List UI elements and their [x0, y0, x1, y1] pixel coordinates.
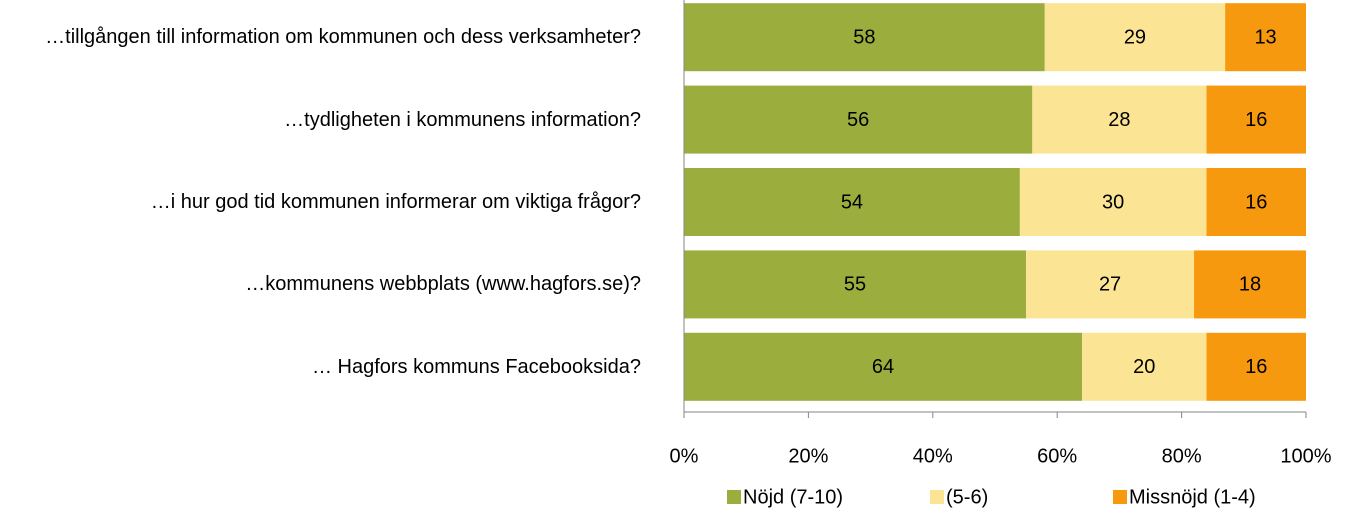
legend-label: Missnöjd (1-4): [1129, 486, 1256, 508]
x-tick-label: 0%: [670, 445, 699, 467]
data-label: 30: [1102, 191, 1124, 213]
bar-segment: [1206, 85, 1306, 154]
data-label: 64: [872, 356, 894, 378]
bar-segment: [1026, 250, 1195, 319]
category-label: …tydligheten i kommunens information?: [284, 108, 641, 131]
data-label: 55: [844, 274, 866, 296]
x-tick-label: 60%: [1037, 445, 1077, 467]
data-label: 28: [1108, 109, 1130, 131]
bar-segment: [1225, 3, 1306, 72]
x-tick-label: 20%: [788, 445, 828, 467]
category-label: …kommunens webbplats (www.hagfors.se)?: [245, 273, 641, 296]
category-label: …i hur god tid kommunen informerar om vi…: [150, 191, 641, 213]
data-label: 13: [1254, 26, 1276, 48]
legend-swatch: [930, 490, 944, 504]
x-tick-label: 80%: [1162, 445, 1202, 467]
bar-segment: [1194, 250, 1306, 319]
data-label: 56: [847, 109, 869, 131]
bar-segment: [684, 250, 1027, 319]
bar-segment: [684, 3, 1045, 72]
bar-segment: [1019, 168, 1207, 236]
bar-segment: [684, 168, 1020, 236]
bar-segment: [1206, 168, 1306, 236]
data-label: 16: [1245, 109, 1267, 131]
data-label: 29: [1124, 26, 1146, 48]
legend-swatch: [727, 490, 741, 504]
data-label: 27: [1099, 274, 1121, 296]
data-label: 18: [1239, 274, 1261, 296]
category-label: … Hagfors kommuns Facebooksida?: [311, 355, 641, 378]
category-label: …tillgången till information om kommunen…: [45, 26, 641, 49]
legend-label: Nöjd (7-10): [743, 486, 843, 508]
data-label: 20: [1133, 356, 1155, 378]
bar-segment: [1044, 3, 1226, 72]
data-label: 58: [853, 26, 875, 48]
data-label: 16: [1245, 191, 1267, 213]
data-label: 16: [1245, 356, 1267, 378]
legend-label: (5-6): [946, 486, 988, 508]
bar-segment: [684, 85, 1033, 154]
x-tick-label: 100%: [1280, 445, 1331, 467]
legend-swatch: [1113, 490, 1127, 504]
bar-segment: [1206, 332, 1306, 401]
bar-segment: [1032, 85, 1207, 154]
x-tick-label: 40%: [913, 445, 953, 467]
bar-segment: [1082, 332, 1207, 401]
data-label: 54: [841, 191, 863, 213]
bar-segment: [684, 332, 1083, 401]
